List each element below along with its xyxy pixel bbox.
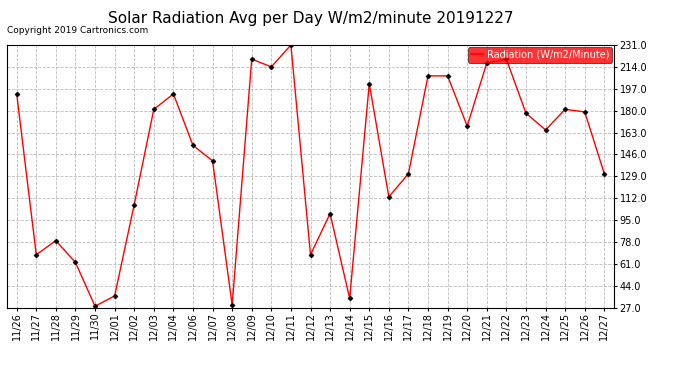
Text: Copyright 2019 Cartronics.com: Copyright 2019 Cartronics.com [7,26,148,35]
Text: Solar Radiation Avg per Day W/m2/minute 20191227: Solar Radiation Avg per Day W/m2/minute … [108,11,513,26]
Legend: Radiation (W/m2/Minute): Radiation (W/m2/Minute) [469,47,612,63]
